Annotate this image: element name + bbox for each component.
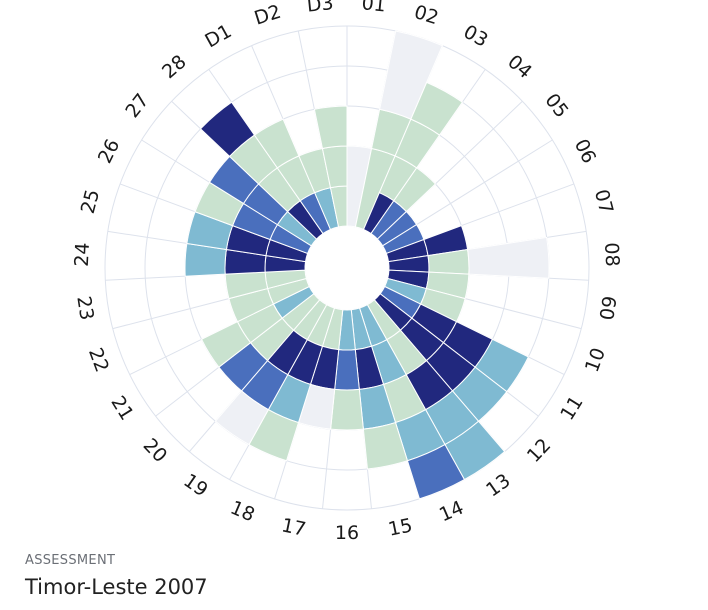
tick-label-14: 14 (436, 497, 467, 527)
bar-segment-08 (467, 236, 550, 279)
chart-bars (184, 30, 550, 500)
tick-label-18: 18 (227, 497, 258, 527)
tick-label-04: 04 (503, 51, 536, 83)
bar-segment-28 (199, 101, 256, 158)
tick-label-11: 11 (556, 392, 587, 424)
tick-label-24: 24 (71, 242, 94, 267)
bar-segment-14 (406, 443, 466, 500)
tick-label-01: 01 (361, 0, 387, 17)
tick-label-20: 20 (139, 434, 172, 467)
tick-label-25: 25 (77, 187, 104, 216)
tick-label-06: 06 (570, 136, 600, 167)
tick-label-D3: D3 (306, 0, 335, 17)
bar-segment-D3 (313, 105, 348, 150)
bar-segment-16 (330, 388, 364, 431)
tick-label-27: 27 (121, 89, 153, 122)
tick-label-13: 13 (482, 470, 514, 502)
tick-label-07: 07 (590, 187, 617, 216)
bar-segment-19 (214, 390, 270, 446)
tick-label-19: 19 (179, 470, 211, 502)
bar-segment-D1 (253, 118, 300, 169)
bar-segment-02 (379, 30, 444, 120)
bar-segment-03 (410, 81, 464, 136)
page-title: Timor-Leste 2007 (25, 575, 208, 599)
tick-label-15: 15 (386, 514, 414, 540)
tick-label-26: 26 (94, 136, 124, 167)
tick-label-03: 03 (460, 21, 492, 52)
tick-label-D1: D1 (201, 20, 235, 52)
tick-label-22: 22 (84, 345, 113, 375)
tick-label-02: 02 (411, 1, 441, 29)
tick-label-12: 12 (523, 434, 556, 467)
tick-label-08: 08 (600, 242, 623, 267)
tick-label-05: 05 (540, 89, 572, 122)
tick-label-23: 23 (72, 295, 97, 322)
section-caption: ASSESSMENT (25, 553, 116, 568)
tick-label-10: 10 (581, 345, 610, 375)
tick-label-21: 21 (106, 392, 137, 424)
tick-label-D2: D2 (252, 1, 284, 30)
tick-label-09: 09 (596, 295, 621, 322)
tick-label-17: 17 (280, 514, 308, 540)
bar-segment-21 (200, 321, 252, 368)
bar-segment-15 (362, 421, 409, 470)
tick-label-16: 16 (335, 522, 359, 540)
bar-segment-04 (393, 167, 437, 213)
tick-label-28: 28 (158, 51, 191, 83)
